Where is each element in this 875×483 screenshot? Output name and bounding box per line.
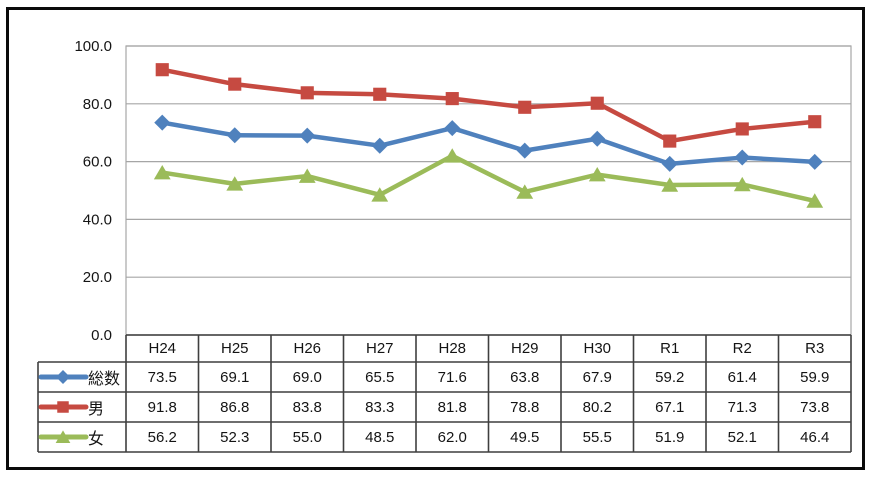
table-header-cell: H29 [510, 340, 539, 357]
table-value-cell: 67.1 [655, 398, 685, 416]
table-value-cell: 59.9 [800, 368, 830, 386]
data-point-marker [226, 127, 243, 144]
data-point-marker [588, 167, 606, 182]
data-point-marker [661, 155, 678, 172]
legend-marker-icon [57, 401, 69, 413]
table-value-cell: 52.3 [220, 428, 250, 446]
data-point-marker [808, 115, 822, 129]
y-axis-tick-label: 100.0 [74, 38, 112, 55]
table-value-cell: 83.8 [292, 398, 322, 416]
legend-label: 総数 [88, 371, 121, 388]
table-header-cell: H28 [438, 340, 467, 357]
data-point-marker [300, 86, 314, 100]
table-value-cell: 81.8 [437, 398, 467, 416]
table-value-cell: 63.8 [510, 368, 540, 386]
data-point-marker [806, 193, 824, 208]
data-point-marker [371, 187, 389, 202]
y-axis-tick-label: 80.0 [83, 96, 112, 113]
data-point-marker [153, 164, 171, 180]
data-point-marker [445, 92, 459, 106]
y-axis-tick-label: 0.0 [91, 327, 112, 344]
table-value-cell: 71.6 [437, 368, 467, 386]
legend-label: 女 [88, 431, 105, 448]
table-value-cell: 69.0 [292, 368, 322, 386]
data-point-marker [734, 149, 751, 166]
y-axis-tick-label: 40.0 [83, 211, 112, 228]
data-point-marker [298, 168, 316, 183]
series-line-1 [160, 67, 817, 144]
table-header-cell: H26 [293, 340, 322, 357]
data-point-marker [663, 134, 677, 148]
series-line-0 [160, 120, 817, 167]
data-point-marker [661, 177, 679, 192]
data-point-marker [806, 153, 823, 170]
table-header-cell: H30 [583, 340, 612, 357]
table-value-cell: 61.4 [727, 368, 757, 386]
data-point-marker [444, 120, 461, 137]
table-value-cell: 65.5 [365, 368, 395, 386]
table-value-cell: 56.2 [147, 428, 177, 446]
table-value-cell: 78.8 [510, 398, 540, 416]
legend-marker-icon [56, 370, 70, 384]
table-value-cell: 46.4 [800, 428, 830, 446]
table-value-cell: 51.9 [655, 428, 685, 446]
table-value-cell: 83.3 [365, 398, 395, 416]
series-line-2 [160, 153, 817, 204]
table-header-cell: R1 [660, 340, 680, 357]
data-point-marker [518, 100, 532, 114]
table-value-cell: 48.5 [365, 428, 395, 446]
table-value-cell: 71.3 [727, 398, 757, 416]
data-point-marker [299, 127, 316, 144]
data-point-marker [154, 114, 171, 131]
table-value-cell: 52.1 [727, 428, 757, 446]
y-axis-tick-label: 60.0 [83, 154, 112, 171]
table-value-cell: 69.1 [220, 368, 250, 386]
data-point-marker [226, 176, 244, 191]
table-value-cell: 62.0 [437, 428, 467, 446]
table-value-cell: 73.5 [147, 368, 177, 386]
table-value-cell: 80.2 [582, 398, 612, 416]
data-point-marker [443, 148, 461, 163]
table-value-cell: 86.8 [220, 398, 250, 416]
table-value-cell: 91.8 [147, 398, 177, 416]
table-value-cell: 49.5 [510, 428, 540, 446]
table-value-cell: 55.5 [582, 428, 612, 446]
data-point-marker [516, 142, 533, 159]
data-point-marker [373, 87, 387, 101]
table-value-cell: 55.0 [292, 428, 322, 446]
data-point-marker [589, 130, 606, 147]
y-axis-tick-label: 20.0 [83, 269, 112, 286]
data-point-marker [735, 122, 749, 136]
data-point-marker [228, 77, 242, 91]
table-value-cell: 59.2 [655, 368, 685, 386]
data-point-marker [516, 184, 534, 199]
table-header-cell: R3 [805, 340, 825, 357]
legend-label: 男 [88, 401, 105, 418]
table-value-cell: 73.8 [800, 398, 830, 416]
table-header-cell: H24 [148, 340, 177, 357]
table-value-cell: 67.9 [582, 368, 612, 386]
table-header-cell: R2 [732, 340, 752, 357]
table-header-cell: H27 [365, 340, 394, 357]
data-point-marker [155, 63, 169, 77]
legend-marker-icon [55, 430, 71, 443]
table-header-cell: H25 [220, 340, 249, 357]
data-point-marker [371, 137, 388, 154]
data-point-marker [733, 176, 751, 192]
data-point-marker [590, 96, 604, 110]
